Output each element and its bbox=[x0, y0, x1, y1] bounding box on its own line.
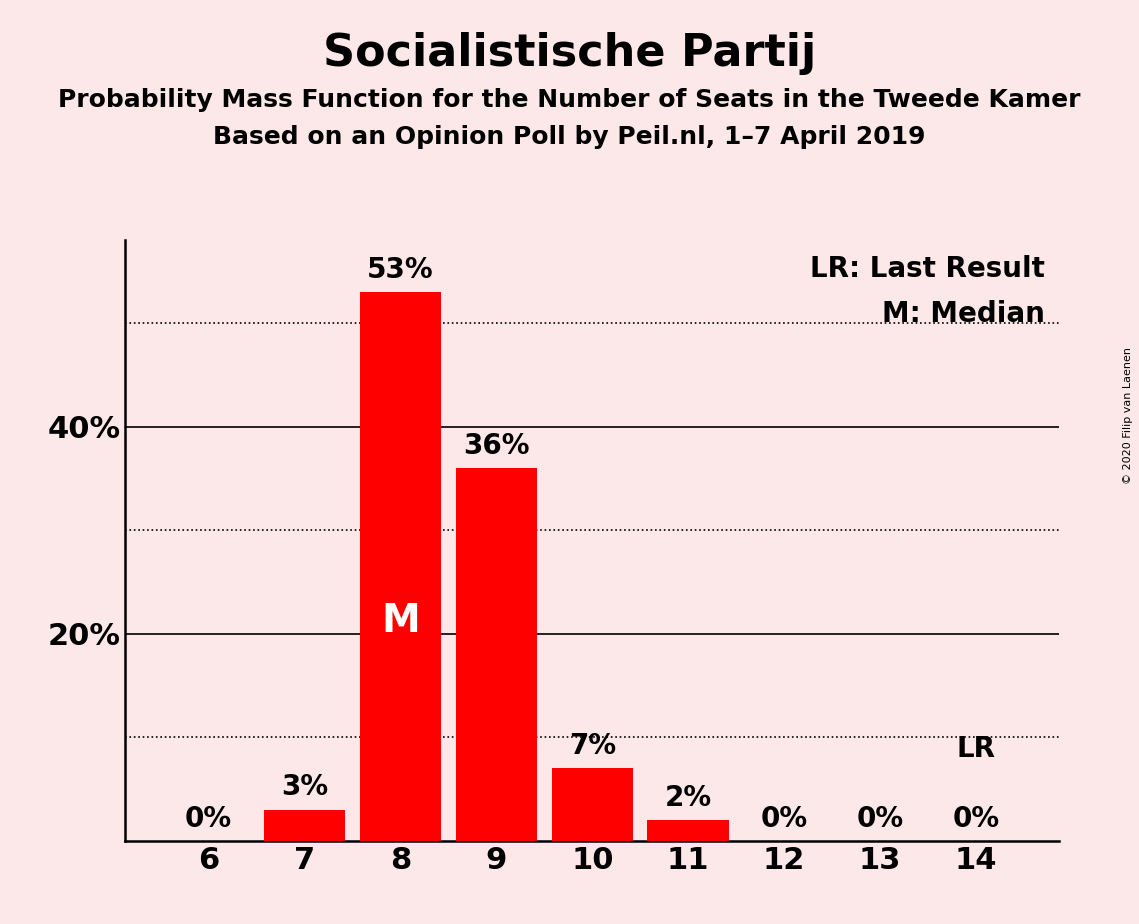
Text: 7%: 7% bbox=[568, 732, 616, 760]
Text: 0%: 0% bbox=[185, 805, 232, 833]
Text: Based on an Opinion Poll by Peil.nl, 1–7 April 2019: Based on an Opinion Poll by Peil.nl, 1–7… bbox=[213, 125, 926, 149]
Text: 3%: 3% bbox=[281, 773, 328, 801]
Bar bbox=[360, 292, 441, 841]
Text: Socialistische Partij: Socialistische Partij bbox=[322, 32, 817, 76]
Text: © 2020 Filip van Laenen: © 2020 Filip van Laenen bbox=[1123, 347, 1133, 484]
Text: 2%: 2% bbox=[665, 784, 712, 812]
Text: 0%: 0% bbox=[857, 805, 903, 833]
Text: LR: Last Result: LR: Last Result bbox=[810, 255, 1046, 284]
Bar bbox=[456, 468, 538, 841]
Text: 36%: 36% bbox=[464, 432, 530, 460]
Bar bbox=[647, 821, 729, 841]
Text: 0%: 0% bbox=[952, 805, 1000, 833]
Text: LR: LR bbox=[957, 736, 995, 763]
Bar bbox=[264, 809, 345, 841]
Text: 0%: 0% bbox=[761, 805, 808, 833]
Text: Probability Mass Function for the Number of Seats in the Tweede Kamer: Probability Mass Function for the Number… bbox=[58, 88, 1081, 112]
Text: M: M bbox=[382, 602, 420, 640]
Text: 53%: 53% bbox=[367, 256, 434, 284]
Text: M: Median: M: Median bbox=[883, 300, 1046, 328]
Bar bbox=[551, 769, 633, 841]
